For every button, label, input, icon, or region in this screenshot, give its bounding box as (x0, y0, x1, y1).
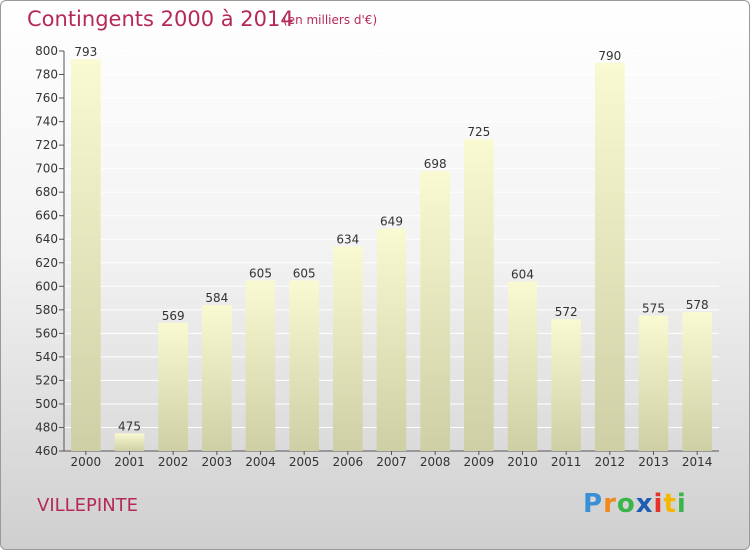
data-label-2010: 604 (511, 268, 534, 282)
x-tick-label: 2011 (551, 455, 582, 469)
chart-subtitle: (en milliers d'€) (283, 13, 378, 27)
y-tick-label: 700 (35, 162, 58, 176)
y-tick-label: 800 (35, 44, 58, 58)
y-tick-label: 560 (35, 326, 58, 340)
x-tick-label: 2010 (507, 455, 538, 469)
bar-2009 (463, 139, 494, 451)
logo-letter: i (676, 489, 687, 519)
city-name: VILLEPINTE (37, 495, 139, 516)
logo-letter: P (583, 489, 604, 519)
logo-letter: x (635, 489, 654, 519)
x-tick-label: 2005 (289, 455, 320, 469)
y-tick-label: 600 (35, 279, 58, 293)
data-label-2014: 578 (686, 298, 709, 312)
bar-2012 (594, 62, 625, 451)
logo-letter: r (603, 489, 617, 519)
x-tick-label: 2007 (376, 455, 407, 469)
x-tick-label: 2006 (333, 455, 364, 469)
x-tick-label: 2012 (595, 455, 626, 469)
bar-2004 (245, 280, 276, 451)
y-tick-label: 520 (35, 373, 58, 387)
bar-2002 (158, 322, 189, 451)
data-label-2005: 605 (293, 266, 316, 280)
bar-2008 (420, 171, 451, 451)
proxiti-logo: Proxiti (583, 489, 687, 519)
data-label-2008: 698 (424, 157, 447, 171)
x-tick-label: 2014 (682, 455, 713, 469)
y-tick-label: 780 (35, 68, 58, 82)
y-tick-label: 620 (35, 256, 58, 270)
y-tick-label: 740 (35, 115, 58, 129)
data-label-2009: 725 (467, 125, 490, 139)
data-label-2006: 634 (336, 232, 359, 246)
x-tick-label: 2009 (464, 455, 495, 469)
data-label-2007: 649 (380, 215, 403, 229)
logo-letter: i (653, 489, 664, 519)
bar-2000 (70, 59, 101, 452)
logo-letter: t (663, 489, 677, 519)
bar-2003 (201, 305, 232, 451)
data-label-2000: 793 (74, 45, 97, 59)
y-tick-label: 680 (35, 185, 58, 199)
bar-2007 (376, 228, 407, 451)
data-label-2001: 475 (118, 419, 141, 433)
bar-2006 (332, 246, 363, 451)
x-tick-label: 2000 (71, 455, 102, 469)
y-tick-label: 500 (35, 397, 58, 411)
data-label-2002: 569 (162, 309, 185, 323)
y-tick-label: 580 (35, 303, 58, 317)
x-tick-label: 2008 (420, 455, 451, 469)
data-label-2012: 790 (598, 49, 621, 63)
chart-title: Contingents 2000 à 2014 (27, 7, 294, 31)
bar-2001 (114, 433, 145, 451)
x-tick-label: 2004 (245, 455, 276, 469)
bar-2010 (507, 281, 538, 451)
y-tick-label: 480 (35, 420, 58, 434)
x-tick-label: 2001 (114, 455, 145, 469)
y-tick-label: 640 (35, 232, 58, 246)
y-tick-label: 660 (35, 209, 58, 223)
x-tick-label: 2013 (638, 455, 669, 469)
y-tick-label: 720 (35, 138, 58, 152)
x-tick-label: 2002 (158, 455, 189, 469)
data-label-2011: 572 (555, 305, 578, 319)
bar-2005 (289, 280, 320, 451)
data-label-2003: 584 (205, 291, 228, 305)
bar-2014 (682, 312, 713, 451)
bar-2011 (551, 319, 582, 451)
bar-2013 (638, 315, 669, 451)
y-tick-label: 460 (35, 444, 58, 458)
data-label-2013: 575 (642, 302, 665, 316)
logo-letter: o (616, 489, 636, 519)
data-labels: 793 475 569 584 605 605 634 649 698 725 604 572 790 5… (74, 45, 708, 433)
x-tick-label: 2003 (202, 455, 233, 469)
data-label-2004: 605 (249, 266, 272, 280)
y-tick-label: 540 (35, 350, 58, 364)
y-tick-label: 760 (35, 91, 58, 105)
bars (70, 59, 713, 452)
